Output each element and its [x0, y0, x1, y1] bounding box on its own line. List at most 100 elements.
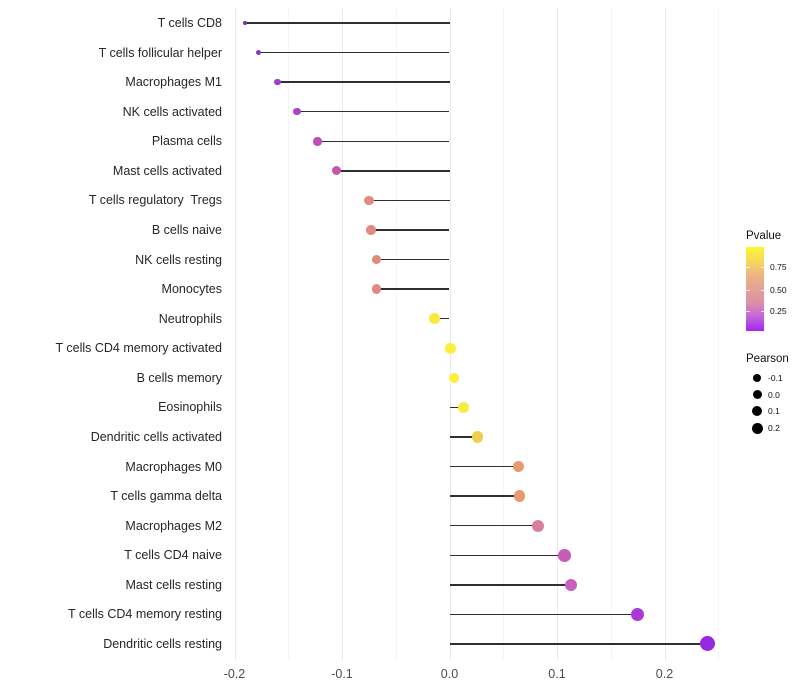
y-axis-label: Mast cells resting [125, 577, 222, 592]
lollipop-dot [371, 284, 382, 294]
lollipop-stem [449, 613, 638, 616]
lollipop-stem [296, 111, 450, 113]
pearson-legend-label: -0.1 [768, 373, 783, 383]
gridline-major [342, 8, 343, 660]
pearson-legend-label: 0.2 [768, 423, 780, 434]
lollipop-stem [449, 554, 565, 556]
y-axis-label: Monocytes [161, 282, 222, 297]
lollipop-dot [700, 636, 715, 652]
pvalue-colorbar [746, 247, 764, 331]
lollipop-dot [445, 343, 456, 354]
lollipop-dot [448, 372, 460, 384]
colorbar-tick-label: 0.50 [770, 284, 787, 295]
lollipop-stem [449, 495, 520, 497]
pearson-legend-dot [753, 374, 761, 382]
colorbar-tick-mark [746, 310, 750, 312]
colorbar-tick-mark [746, 289, 750, 291]
y-axis-label: Mast cells activated [112, 163, 222, 178]
lollipop-dot [313, 137, 322, 146]
lollipop-dot [531, 519, 544, 532]
lollipop-stem [376, 258, 450, 261]
gridline-minor [288, 8, 290, 660]
y-axis-label: Plasma cells [151, 134, 222, 149]
lollipop-stem [371, 229, 450, 231]
lollipop-stem [449, 643, 708, 645]
y-axis-label: Dendritic cells activated [90, 429, 222, 444]
y-axis-label: T cells CD8 [157, 16, 222, 30]
x-axis-tick-label: 0.1 [548, 667, 566, 681]
lollipop-dot [364, 195, 374, 206]
pearson-legend-dot [752, 406, 762, 417]
lollipop-dot [366, 225, 376, 235]
y-axis-label: Dendritic cells resting [103, 636, 222, 651]
lollipop-dot [293, 107, 301, 116]
pearson-legend-label: 0.0 [768, 389, 780, 400]
x-axis-tick-label: 0.0 [440, 667, 459, 681]
x-axis-tick-label: -0.2 [223, 667, 246, 681]
lollipop-stem [449, 436, 478, 438]
lollipop-dot [371, 254, 382, 265]
colorbar-tick-mark [746, 267, 750, 269]
lollipop-stem [317, 140, 450, 142]
lollipop-stem [368, 199, 450, 202]
lollipop-dot [471, 431, 484, 443]
pvalue-legend-title: Pvalue [746, 230, 782, 242]
lollipop-dot [243, 21, 248, 25]
pearson-legend-dot [752, 390, 762, 400]
lollipop-dot [429, 313, 440, 324]
lollipop-stem [258, 51, 450, 54]
lollipop-stem [449, 584, 571, 586]
gridline-minor [610, 8, 612, 660]
y-axis-label: NK cells activated [122, 104, 222, 119]
lollipop-stem [434, 318, 450, 320]
lollipop-dot [274, 78, 281, 86]
lollipop-dot [558, 549, 571, 562]
y-axis-label: T cells regulatory Tregs [88, 193, 222, 208]
colorbar-tick-mark [760, 267, 764, 269]
gridline-minor [718, 8, 720, 660]
gridline-minor [395, 8, 397, 660]
pearson-legend-dot [751, 422, 763, 434]
y-axis-label: T cells CD4 naive [124, 548, 222, 563]
y-axis-label: B cells naive [151, 222, 222, 237]
y-axis-label: Macrophages M2 [125, 518, 222, 533]
gridline-minor [503, 8, 505, 660]
gridline-major [234, 8, 236, 660]
gridline-major [449, 8, 451, 660]
y-axis-label: T cells CD4 memory activated [55, 341, 223, 356]
y-axis-label: B cells memory [136, 370, 222, 385]
lollipop-stem [449, 524, 538, 527]
y-axis-label: T cells follicular helper [98, 45, 222, 60]
lollipop-stem [245, 22, 450, 24]
colorbar-tick-label: 0.75 [770, 262, 787, 273]
y-axis-label: Macrophages M0 [125, 459, 222, 474]
gridline-major [664, 8, 666, 660]
x-axis-tick-label: 0.2 [655, 667, 674, 681]
lollipop-dot [630, 607, 645, 622]
y-axis-label: T cells CD4 memory resting [68, 607, 222, 622]
y-axis-label: Neutrophils [158, 311, 222, 326]
lollipop-dot [512, 460, 525, 473]
lollipop-stem [336, 170, 450, 172]
gridline-major [557, 8, 558, 660]
plot-panel [226, 8, 736, 660]
lollipop-stem [449, 465, 519, 468]
colorbar-tick-mark [760, 289, 764, 291]
lollipop-dot [457, 401, 469, 413]
x-axis-tick-label: -0.1 [331, 667, 353, 681]
lollipop-dot [332, 166, 342, 176]
colorbar-tick-label: 0.25 [770, 305, 787, 316]
y-axis-label: T cells gamma delta [110, 489, 222, 504]
y-axis-label: Macrophages M1 [125, 75, 222, 90]
pearson-legend-label: 0.1 [768, 406, 780, 417]
lollipop-stem [376, 288, 450, 290]
pearson-legend-title: Pearson [746, 353, 789, 365]
lollipop-dot [255, 50, 261, 56]
lollipop-stem [449, 406, 464, 409]
y-axis-label: Eosinophils [158, 400, 222, 415]
lollipop-stem [277, 81, 450, 83]
lollipop-dot [564, 578, 578, 592]
y-axis-label: NK cells resting [135, 252, 222, 267]
lollipop-dot [513, 490, 526, 502]
